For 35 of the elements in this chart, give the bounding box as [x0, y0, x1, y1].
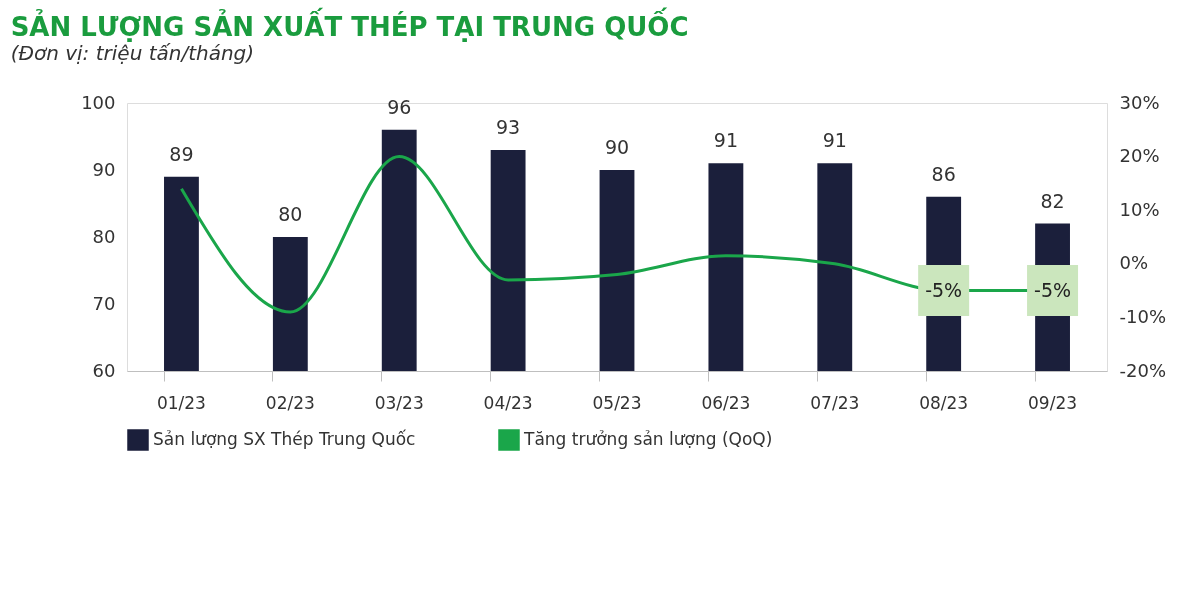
data-label: 89 — [169, 142, 194, 165]
y2-tick-label: 20% — [1119, 145, 1160, 167]
data-label: 93 — [496, 115, 521, 138]
y-tick-label: 100 — [81, 91, 116, 113]
x-tick-label: 04/23 — [483, 392, 533, 413]
x-tick-label: 07/23 — [810, 392, 860, 413]
legend-label: Tăng trưởng sản lượng (QoQ) — [523, 429, 773, 449]
x-tick-label: 03/23 — [374, 392, 424, 413]
data-label: 90 — [604, 136, 630, 158]
y2-tick-label: -20% — [1119, 359, 1167, 381]
y2-tick-label: 0% — [1119, 252, 1149, 274]
data-label: 91 — [822, 129, 847, 152]
data-label: -5% — [1034, 278, 1072, 301]
x-tick-label: 01/23 — [156, 392, 206, 413]
data-label: 86 — [931, 162, 956, 185]
y2-tick-label: 30% — [1119, 91, 1160, 113]
data-label: -5% — [925, 278, 963, 301]
y2-tick-label: 10% — [1119, 198, 1160, 220]
x-tick-label: 09/23 — [1028, 392, 1078, 413]
data-label: 82 — [1040, 189, 1065, 212]
chart-subtitle: (Đơn vị: triệu tấn/tháng) — [10, 41, 255, 65]
y-tick-label: 60 — [92, 359, 116, 381]
y-tick-label: 70 — [92, 292, 116, 314]
chart-title: SẢN LƯỢNG SẢN XUẤT THÉP TẠI TRUNG QUỐC — [10, 7, 689, 42]
data-label: 91 — [713, 129, 738, 152]
y-tick-label: 80 — [92, 225, 116, 247]
y-tick-label: 90 — [92, 158, 116, 180]
data-label: 80 — [278, 203, 303, 225]
x-tick-label: 05/23 — [592, 392, 642, 413]
x-tick-label: 02/23 — [265, 392, 315, 413]
x-tick-label: 08/23 — [919, 392, 969, 413]
y2-tick-label: -10% — [1119, 305, 1167, 327]
data-label: 96 — [387, 95, 412, 118]
x-tick-label: 06/23 — [701, 392, 751, 413]
legend-label: Sản lượng SX Thép Trung Quốc — [153, 429, 416, 449]
